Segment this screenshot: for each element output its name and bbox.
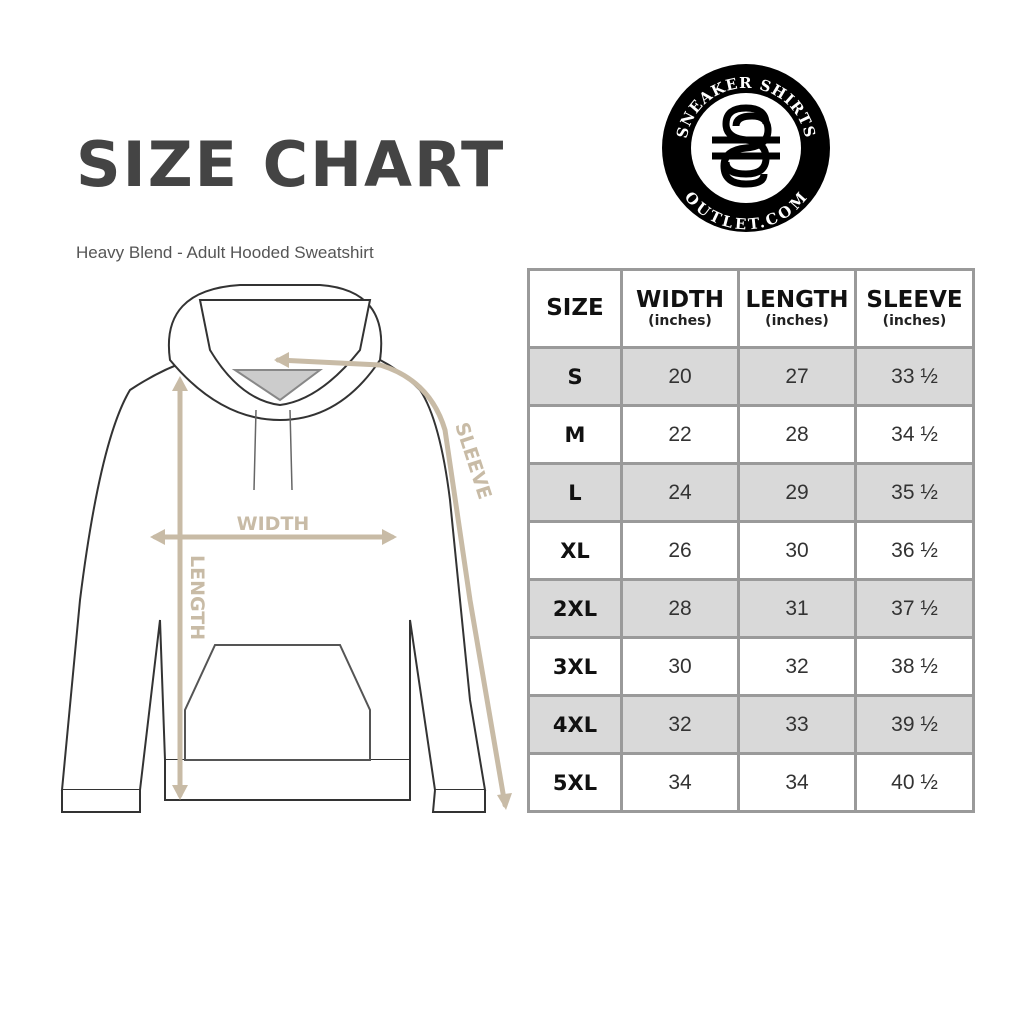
drawstring-left: [253, 409, 257, 491]
cell-sleeve: 38 ½: [854, 636, 975, 697]
cell-size: S: [527, 346, 623, 407]
cell-width: 24: [620, 462, 740, 523]
cell-length: 32: [737, 636, 857, 697]
sleeve-arrow: [275, 357, 508, 808]
table-row: S 20 27 33 ½: [527, 346, 975, 407]
table-row: 4XL 32 33 39 ½: [527, 694, 975, 755]
cell-width: 30: [620, 636, 740, 697]
cell-length: 27: [737, 346, 857, 407]
cell-length: 30: [737, 520, 857, 581]
table-row: 2XL 28 31 37 ½: [527, 578, 975, 639]
table-row: L 24 29 35 ½: [527, 462, 975, 523]
cell-size: 3XL: [527, 636, 623, 697]
hoodie-body: [60, 359, 487, 791]
cell-sleeve: 33 ½: [854, 346, 975, 407]
table-row: M 22 28 34 ½: [527, 404, 975, 465]
cell-width: 28: [620, 578, 740, 639]
table-row: XL 26 30 36 ½: [527, 520, 975, 581]
cell-size: XL: [527, 520, 623, 581]
cell-sleeve: 36 ½: [854, 520, 975, 581]
cell-length: 28: [737, 404, 857, 465]
sleeve-label: SLEEVE: [450, 420, 495, 502]
table-header-row: SIZE WIDTH (inches) LENGTH (inches) SLEEVE…: [527, 268, 975, 349]
header-width: WIDTH (inches): [620, 268, 740, 349]
table-row: 5XL 34 34 40 ½: [527, 752, 975, 813]
table-row: 3XL 30 32 38 ½: [527, 636, 975, 697]
drawstring-right: [289, 409, 293, 491]
width-label: WIDTH: [237, 513, 310, 535]
right-cuff: [431, 789, 486, 813]
header-size: SIZE: [527, 268, 623, 349]
header-length: LENGTH (inches): [737, 268, 857, 349]
page-title: SIZE CHART: [76, 128, 506, 201]
cell-sleeve: 34 ½: [854, 404, 975, 465]
brand-logo: SNEAKER SHIRTS OUTLET.COM: [662, 64, 830, 233]
kangaroo-pocket: [184, 644, 371, 761]
hoodie-diagram: WIDTH LENGTH SLEEVE: [60, 284, 512, 813]
hoodie-waistband: [164, 760, 411, 801]
cell-length: 31: [737, 578, 857, 639]
cell-sleeve: 37 ½: [854, 578, 975, 639]
size-table: SIZE WIDTH (inches) LENGTH (inches) SLEEVE…: [527, 268, 975, 813]
hood-inner: [231, 369, 323, 402]
cell-width: 22: [620, 404, 740, 465]
cell-length: 33: [737, 694, 857, 755]
product-subtitle: Heavy Blend - Adult Hooded Sweatshirt: [76, 243, 374, 262]
cell-sleeve: 35 ½: [854, 462, 975, 523]
cell-width: 34: [620, 752, 740, 813]
left-cuff: [61, 790, 141, 813]
cell-width: 20: [620, 346, 740, 407]
cell-size: 2XL: [527, 578, 623, 639]
header-sleeve: SLEEVE (inches): [854, 268, 975, 349]
cell-length: 29: [737, 462, 857, 523]
cell-sleeve: 40 ½: [854, 752, 975, 813]
cell-width: 26: [620, 520, 740, 581]
length-label: LENGTH: [186, 555, 208, 640]
cell-length: 34: [737, 752, 857, 813]
cell-size: 5XL: [527, 752, 623, 813]
cell-size: 4XL: [527, 694, 623, 755]
cell-sleeve: 39 ½: [854, 694, 975, 755]
cell-size: L: [527, 462, 623, 523]
cell-size: M: [527, 404, 623, 465]
cell-width: 32: [620, 694, 740, 755]
